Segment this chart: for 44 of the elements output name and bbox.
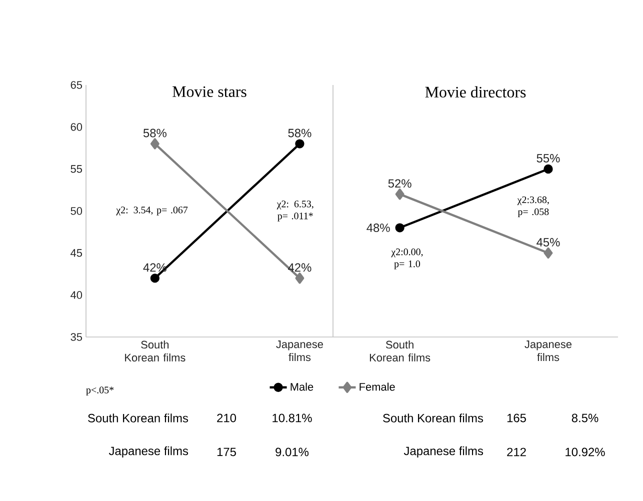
text: 175: [217, 448, 236, 456]
legend-label: Male: [290, 382, 314, 391]
data-label: 58%: [143, 128, 166, 138]
y-tick-label: 45: [70, 249, 82, 257]
text: 165: [507, 414, 526, 422]
x-tick-label: Japanese films: [524, 340, 572, 362]
text: 212: [507, 448, 526, 456]
data-label: 58%: [288, 128, 312, 138]
text: p<.05*: [86, 386, 114, 396]
data-label: 42%: [143, 263, 166, 272]
x-tick-label: South Korean films: [125, 340, 186, 362]
y-tick-label: 65: [70, 81, 82, 89]
text: South Korean films: [383, 414, 484, 422]
x-tick-label: Japanese films: [276, 340, 323, 362]
text: South Korean films: [88, 414, 188, 422]
legend-label: Female: [360, 382, 395, 391]
annotation: χ2:3.68, p= .058: [517, 196, 549, 218]
y-tick-label: 55: [70, 165, 82, 173]
text: 10.92%: [566, 448, 605, 456]
point: [544, 164, 553, 174]
point: [544, 247, 553, 259]
text: Japanese films: [108, 446, 188, 458]
y-tick-label: 35: [70, 333, 82, 341]
data-label: 48%: [366, 224, 390, 232]
point: [395, 188, 404, 200]
y-tick-label: 50: [70, 207, 82, 215]
text: 210: [217, 414, 236, 422]
data-label: 55%: [536, 154, 560, 162]
y-tick-label: 60: [70, 123, 82, 131]
data-label: 45%: [536, 238, 560, 246]
text: Japanese films: [404, 446, 484, 458]
point: [395, 223, 404, 232]
data-label: 42%: [288, 263, 312, 272]
chart-title: Movie directors: [425, 86, 526, 98]
annotation: χ2: 3.54, p= .067: [116, 206, 188, 216]
text: 10.81%: [272, 414, 312, 422]
data-label: 52%: [388, 179, 412, 188]
annotation: χ2:0.00, p= 1.0: [391, 248, 423, 270]
annotation: χ2: 6.53, p= .011*: [276, 200, 314, 222]
y-tick-label: 40: [70, 291, 82, 299]
x-tick-label: South Korean films: [370, 340, 430, 362]
text: 9.01%: [276, 448, 309, 456]
chart-title: Movie stars: [172, 86, 246, 98]
text: 8.5%: [572, 414, 598, 422]
